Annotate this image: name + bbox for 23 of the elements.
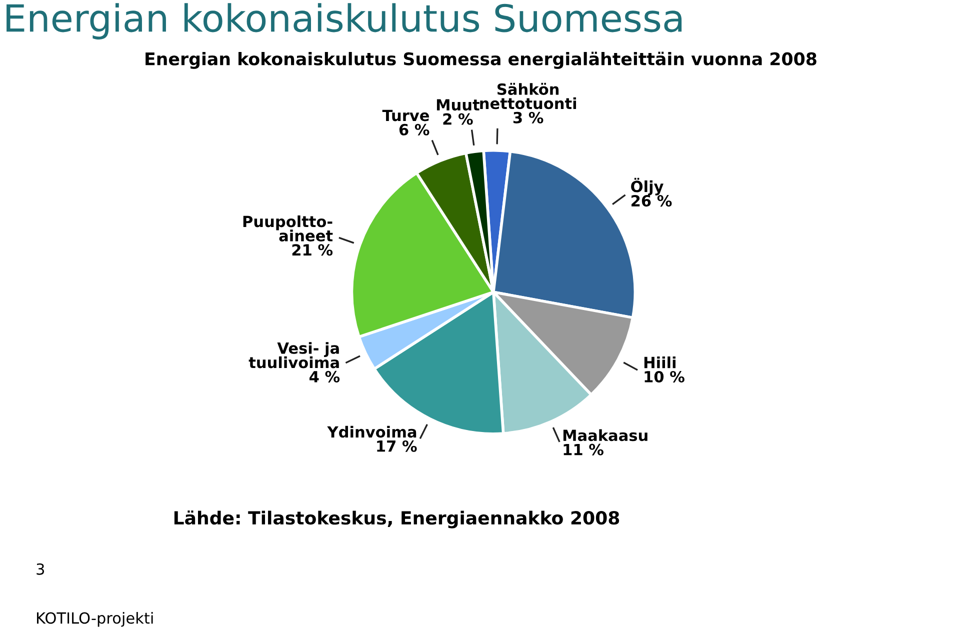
slice-label: Ydinvoima [327, 426, 416, 438]
slice-label: Öljy [631, 178, 664, 196]
data-label: 6 % [399, 124, 430, 136]
slice-label: Puupoltto- aineet [243, 215, 333, 242]
data-label: 21 % [292, 244, 333, 256]
data-label: 17 % [377, 440, 417, 452]
text: Lähde: Tilastokeskus, Energiaennakko 2008 [174, 510, 620, 528]
data-label: 3 % [513, 112, 544, 124]
data-label: 10 % [644, 370, 684, 382]
slice-label: Sähkön nettotuonti [480, 82, 576, 110]
data-label: 4 % [310, 370, 340, 382]
data-label: 26 % [632, 195, 672, 207]
slice-label: Turve [382, 110, 429, 122]
chart-title: Energian kokonaiskulutus Suomessa [6, 3, 682, 40]
slice-label: Muut [436, 99, 480, 111]
data-label: 11 % [564, 444, 604, 456]
slice-label: Vesi- ja tuulivoima [248, 342, 339, 368]
text: 3 [36, 563, 44, 575]
slice-label: Maakaasu [563, 429, 648, 442]
chart-subtitle: Energian kokonaiskulutus Suomessa energialähteittäin vuonna 2008 [146, 52, 816, 69]
slice-label: Hiili [644, 356, 676, 368]
data-label: 2 % [443, 113, 473, 125]
text: KOTILO-projekti [37, 612, 153, 627]
